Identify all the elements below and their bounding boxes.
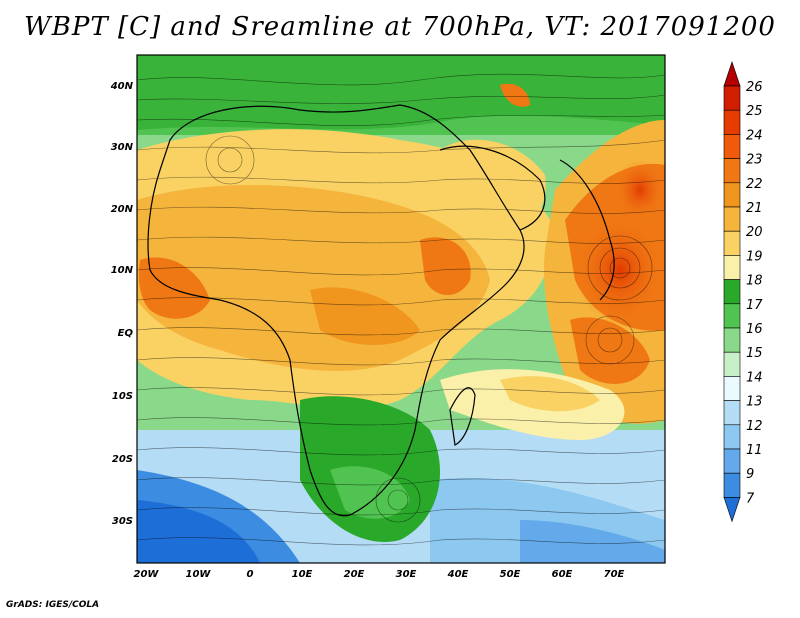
colorbar-box <box>723 351 741 377</box>
colorbar-label: 26 <box>746 80 763 95</box>
map-frame <box>136 54 666 564</box>
colorbar-label: 16 <box>746 322 763 337</box>
colorbar-box <box>723 400 741 426</box>
colorbar-box <box>723 303 741 329</box>
lon-label: 60E <box>552 569 573 580</box>
lon-label: 50E <box>500 569 521 580</box>
colorbar: 26 25 24 23 22 21 20 19 18 17 16 15 14 13 12 11 9 7 <box>723 61 763 523</box>
colorbar-box <box>723 85 741 111</box>
colorbar-box <box>723 158 741 184</box>
colorbar-label: 9 <box>746 467 754 482</box>
colorbar-box <box>723 472 741 498</box>
colorbar-box <box>723 327 741 353</box>
colorbar-box <box>723 424 741 450</box>
colorbar-top-arrow <box>723 61 741 87</box>
wbpt-shading <box>137 55 665 563</box>
lon-label: 10W <box>186 569 212 580</box>
grads-credit: GrADS: IGES/COLA <box>6 600 100 610</box>
colorbar-label: 11 <box>746 443 763 458</box>
colorbar-box <box>723 279 741 305</box>
colorbar-box <box>723 182 741 208</box>
colorbar-label: 18 <box>746 274 763 289</box>
colorbar-label: 7 <box>746 491 755 506</box>
colorbar-label: 13 <box>746 395 763 410</box>
lat-label: 30N <box>111 142 134 153</box>
lon-label: 70E <box>604 569 625 580</box>
lat-label: EQ <box>118 328 134 339</box>
colorbar-label: 22 <box>746 177 763 192</box>
colorbar-box <box>723 109 741 135</box>
lat-label: 40N <box>110 81 134 92</box>
colorbar-label: 21 <box>746 201 763 216</box>
colorbar-label: 23 <box>746 153 763 168</box>
lat-label: 10S <box>112 391 133 402</box>
lat-label: 20N <box>111 204 134 215</box>
lon-label: 10E <box>292 569 313 580</box>
colorbar-label: 24 <box>746 128 763 143</box>
colorbar-box <box>723 376 741 401</box>
colorbar-box <box>723 134 741 159</box>
lat-label: 20S <box>112 454 133 465</box>
colorbar-label: 14 <box>746 370 763 385</box>
lon-label: 20W <box>134 569 160 580</box>
lon-label: 30E <box>396 569 417 580</box>
colorbar-box <box>723 255 741 280</box>
lon-label: 20E <box>344 569 365 580</box>
colorbar-box <box>723 230 741 256</box>
lat-label: 10N <box>111 265 134 276</box>
colorbar-box <box>723 448 741 474</box>
colorbar-label: 17 <box>746 298 763 313</box>
colorbar-box <box>723 206 741 232</box>
colorbar-label: 12 <box>746 419 763 434</box>
streamlines <box>137 73 665 546</box>
coastlines <box>147 104 615 517</box>
colorbar-label: 19 <box>746 249 763 264</box>
lon-label: 0 <box>247 569 254 580</box>
colorbar-label: 25 <box>746 104 763 119</box>
lat-label: 30S <box>112 516 133 527</box>
longitude-axis: 20W 10W 0 10E 20E 30E 40E 50E 60E 70E <box>134 569 625 580</box>
colorbar-label: 20 <box>746 225 763 240</box>
colorbar-bottom-arrow <box>723 497 741 523</box>
lon-label: 40E <box>447 569 469 580</box>
latitude-axis: 40N 30N 20N 10N EQ 10S 20S 30S <box>110 81 134 527</box>
colorbar-label: 15 <box>746 346 763 361</box>
chart-title: WBPT [C] and Sreamline at 700hPa, VT: 20… <box>24 12 776 42</box>
